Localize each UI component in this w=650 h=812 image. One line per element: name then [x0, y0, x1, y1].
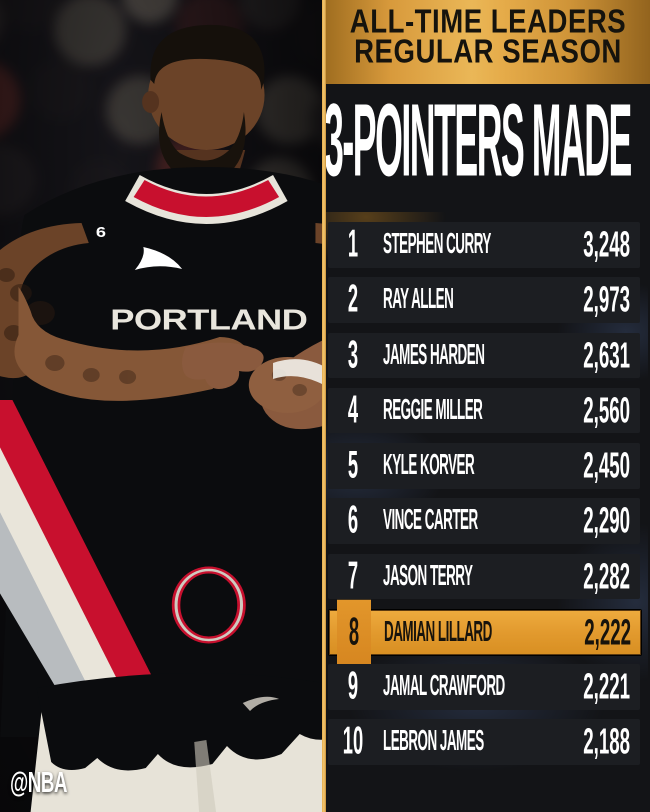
svg-text:PORTLAND: PORTLAND: [110, 303, 307, 335]
svg-text:6: 6: [96, 224, 106, 241]
